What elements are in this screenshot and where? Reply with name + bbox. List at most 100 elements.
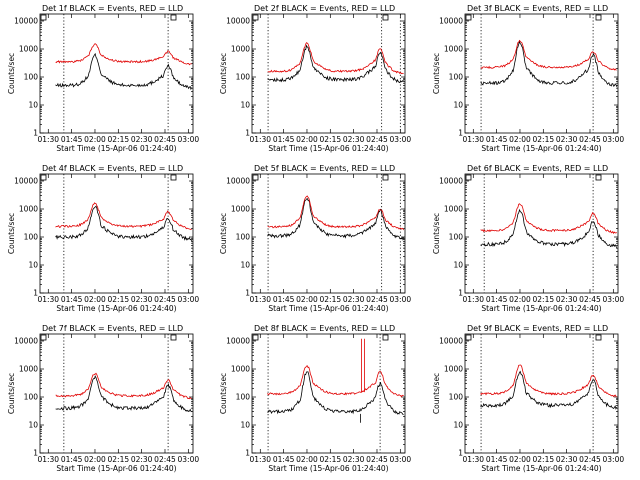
y-tick-label: 1000	[231, 365, 250, 374]
x-tick-label: 03:00	[390, 135, 412, 144]
x-tick-label: 02:00	[84, 455, 106, 464]
y-tick-label: 10000	[226, 17, 250, 26]
y-axis-label: Counts/sec	[432, 373, 441, 414]
y-tick-label: 10	[28, 101, 38, 110]
detector-panel: Det 1f BLACK = Events, RED = LLD 1 10 100 10…	[7, 4, 199, 153]
detector-panel: Det 9f BLACK = Events, RED = LLD 1 10 100 10…	[432, 324, 625, 473]
y-tick-label: 100	[24, 73, 39, 82]
x-tick-label: 03:00	[178, 455, 200, 464]
x-axis-label: Start Time (15-Apr-06 01:24:40)	[268, 464, 388, 473]
y-axis-label: Counts/sec	[219, 53, 228, 94]
y-tick-label: 1	[458, 289, 463, 298]
events-series-line	[480, 40, 618, 87]
y-tick-label: 1000	[231, 45, 250, 54]
x-tick-label: 02:00	[296, 295, 318, 304]
x-axis-label: Start Time (15-Apr-06 01:24:40)	[56, 464, 176, 473]
x-tick-label: 02:30	[343, 135, 365, 144]
plot-frame	[251, 333, 406, 454]
y-axis-label: Counts/sec	[219, 373, 228, 414]
legend-marker	[170, 334, 177, 341]
x-tick-label: 02:00	[84, 135, 106, 144]
y-tick-label: 1000	[19, 45, 38, 54]
y-tick-label: 10000	[439, 17, 463, 26]
y-tick-label: 10000	[14, 177, 38, 186]
x-tick-label: 02:45	[154, 455, 176, 464]
y-tick-label: 10	[28, 261, 38, 270]
y-axis-label: Counts/sec	[432, 213, 441, 254]
y-tick-label: 1	[33, 129, 38, 138]
y-tick-label: 10	[453, 261, 463, 270]
legend-marker	[40, 174, 47, 181]
chart-title: Det 1f BLACK = Events, RED = LLD	[42, 4, 183, 13]
chart-title: Det 5f BLACK = Events, RED = LLD	[254, 164, 395, 173]
legend-marker	[595, 174, 602, 181]
legend-marker	[465, 14, 472, 21]
x-tick-label: 03:00	[603, 455, 625, 464]
x-tick-label: 02:00	[509, 455, 531, 464]
y-tick-label: 100	[449, 393, 464, 402]
lld-series-line	[267, 365, 404, 398]
x-tick-label: 02:45	[579, 455, 601, 464]
x-axis-label: Start Time (15-Apr-06 01:24:40)	[268, 304, 388, 313]
events-series-line	[55, 205, 193, 242]
x-tick-label: 03:00	[603, 295, 625, 304]
legend-marker	[170, 174, 177, 181]
x-tick-label: 02:45	[366, 135, 388, 144]
y-tick-label: 100	[236, 73, 251, 82]
legend-marker	[595, 14, 602, 21]
x-axis-label: Start Time (15-Apr-06 01:24:40)	[56, 304, 176, 313]
x-tick-label: 01:45	[486, 135, 508, 144]
chart-title: Det 6f BLACK = Events, RED = LLD	[467, 164, 608, 173]
x-tick-label: 01:45	[61, 135, 83, 144]
x-tick-label: 02:30	[556, 295, 578, 304]
detector-panel: Det 4f BLACK = Events, RED = LLD 1 10 100 10…	[7, 164, 199, 313]
x-tick-label: 02:00	[509, 135, 531, 144]
lld-series-line	[267, 42, 404, 75]
y-tick-label: 10	[453, 421, 463, 430]
y-tick-label: 10000	[439, 337, 463, 346]
x-tick-label: 02:30	[131, 295, 153, 304]
plot-frame	[464, 333, 619, 454]
x-tick-label: 01:30	[462, 455, 484, 464]
y-tick-label: 10000	[439, 177, 463, 186]
events-series-line	[55, 52, 193, 91]
x-tick-label: 03:00	[390, 455, 412, 464]
y-tick-label: 1000	[19, 205, 38, 214]
x-tick-label: 01:30	[249, 135, 271, 144]
y-tick-label: 1	[458, 449, 463, 458]
legend-marker	[170, 14, 177, 21]
x-tick-label: 01:30	[37, 295, 59, 304]
y-tick-label: 1	[245, 449, 250, 458]
plot-frame	[39, 173, 194, 294]
lld-series-line	[55, 202, 192, 230]
legend-marker	[595, 334, 602, 341]
x-tick-label: 02:15	[533, 135, 555, 144]
y-tick-label: 10	[240, 101, 250, 110]
events-series-line	[480, 370, 618, 410]
x-tick-label: 02:30	[556, 455, 578, 464]
legend-marker	[252, 174, 259, 181]
detector-panel: Det 6f BLACK = Events, RED = LLD 1 10 100 10…	[432, 164, 625, 313]
lld-series-line	[55, 43, 192, 66]
y-tick-label: 1000	[444, 365, 463, 374]
x-tick-label: 01:30	[462, 135, 484, 144]
plot-frame	[251, 173, 406, 294]
lld-series-line	[267, 195, 405, 231]
x-tick-label: 01:45	[486, 295, 508, 304]
legend-marker	[40, 334, 47, 341]
plot-frame	[39, 333, 194, 454]
events-series-line	[267, 44, 404, 84]
y-tick-label: 1000	[444, 205, 463, 214]
x-tick-label: 02:45	[154, 295, 176, 304]
x-tick-label: 03:00	[603, 135, 625, 144]
y-tick-label: 10000	[14, 17, 38, 26]
events-series-line	[480, 208, 618, 248]
y-tick-label: 1	[33, 289, 38, 298]
x-tick-label: 02:45	[154, 135, 176, 144]
y-tick-label: 1	[245, 129, 250, 138]
legend-marker	[252, 334, 259, 341]
y-tick-label: 10	[28, 421, 38, 430]
x-tick-label: 02:15	[320, 135, 342, 144]
x-tick-label: 02:30	[343, 295, 365, 304]
